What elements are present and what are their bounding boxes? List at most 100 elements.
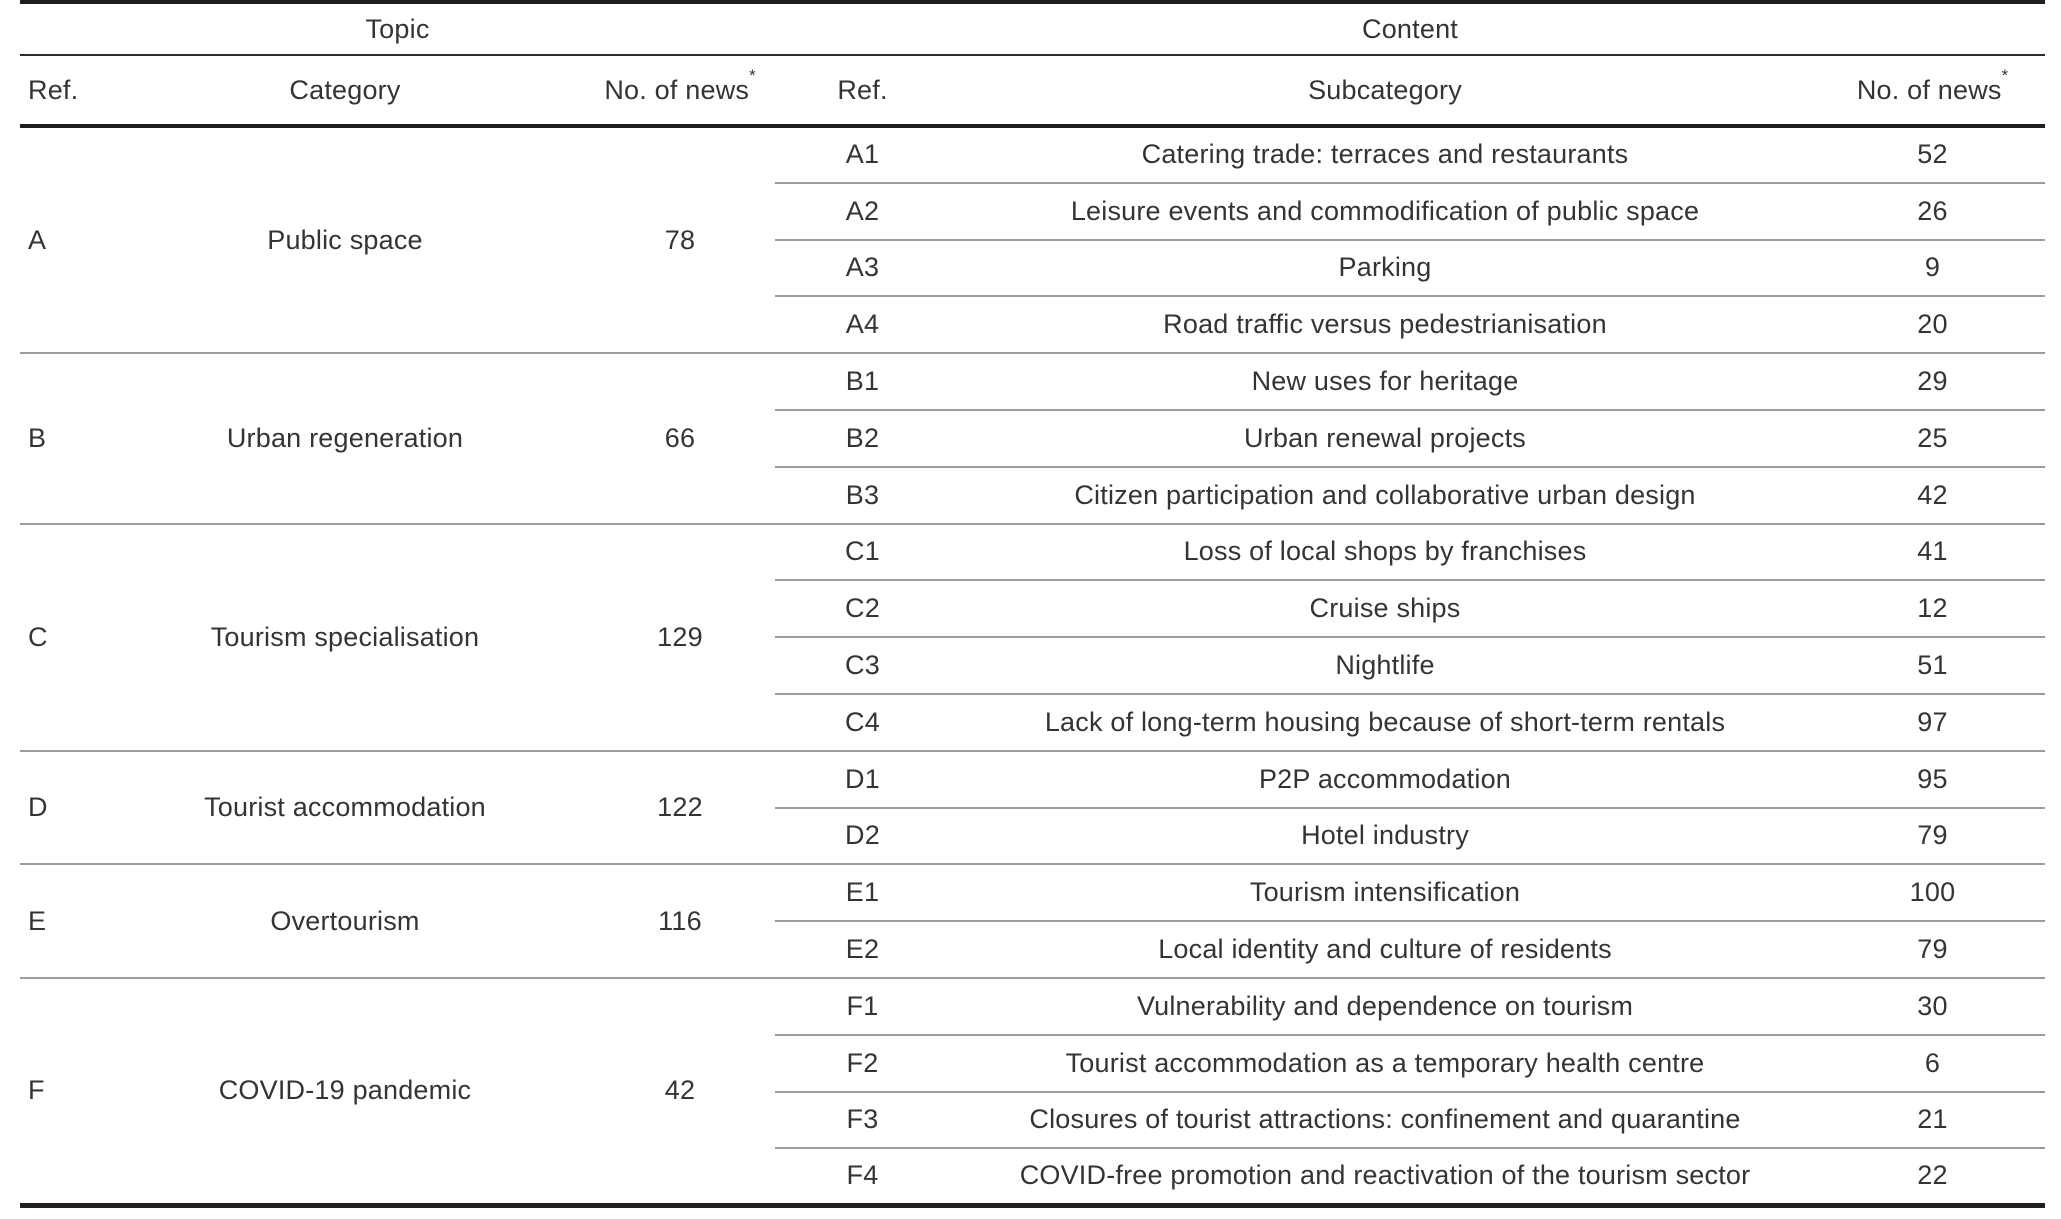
subcategory-header: Subcategory <box>950 55 1820 128</box>
subref-cell: A4 <box>775 295 950 354</box>
subcategory-cell: Tourist accommodation as a temporary hea… <box>950 1033 1820 1092</box>
subref-cell: E2 <box>775 920 950 978</box>
table-row: F2 Tourist accommodation as a temporary h… <box>20 1033 2046 1092</box>
subcategory-cell: Road traffic versus pedestrianisation <box>950 295 1820 354</box>
subref-cell: E1 <box>775 863 950 922</box>
subcategory-cell: Lack of long-term housing because of sho… <box>950 692 1820 751</box>
subcount-cell: 41 <box>1820 522 2046 581</box>
table-row: C4 Lack of long-term housing because of s… <box>20 692 2046 751</box>
topic-count-cell: 78 <box>585 124 775 354</box>
subcount-cell: 52 <box>1820 125 2046 183</box>
subref-cell: C4 <box>775 692 950 751</box>
subcount-cell: 95 <box>1820 749 2046 808</box>
table-row: F4 COVID-free promotion and reactivation … <box>20 1147 2046 1206</box>
table-header: Topic Content Ref. Category No. of news*… <box>20 2 2046 128</box>
table-row: A2 Leisure events and commodification of … <box>20 181 2046 240</box>
subcount-cell: 79 <box>1820 806 2046 865</box>
topic-group-header: Topic <box>20 2 775 56</box>
category-cell: Overtourism <box>105 863 585 978</box>
table-row: A Public space 78 A1 Catering trade: terrace… <box>20 124 2046 354</box>
table-row: E Overtourism 116 E1 Tourism intensification… <box>20 863 2046 978</box>
table-row: C Tourism specialisation 129 C1 Loss of loca… <box>20 522 2046 751</box>
topic-ref-cell: D <box>20 749 105 865</box>
subcount-cell: 22 <box>1820 1147 2046 1206</box>
topic-ref-cell: A <box>20 124 105 354</box>
subcount-cell: 30 <box>1820 976 2046 1035</box>
table-row: C2 Cruise ships 12 <box>20 579 2046 638</box>
subcount-cell: 79 <box>1820 920 2046 978</box>
category-header: Category <box>105 55 585 128</box>
table-row: D2 Hotel industry 79 <box>20 806 2046 865</box>
subref-cell: A2 <box>775 181 950 240</box>
topic-count-header-label: No. of news <box>604 75 750 105</box>
news-categories-table: Topic Content Ref. Category No. of news*… <box>20 0 2046 1208</box>
subref-cell: B3 <box>775 465 950 524</box>
subcategory-cell: P2P accommodation <box>950 749 1820 808</box>
subcount-cell: 42 <box>1820 465 2046 524</box>
subcategory-cell: Nightlife <box>950 636 1820 694</box>
subref-cell: C2 <box>775 579 950 638</box>
topic-ref-cell: B <box>20 352 105 524</box>
subcategory-cell: New uses for heritage <box>950 352 1820 410</box>
table-row: F3 Closures of tourist attractions: confi… <box>20 1090 2046 1149</box>
content-ref-header: Ref. <box>775 55 950 128</box>
subcount-cell: 51 <box>1820 636 2046 694</box>
subcategory-cell: Loss of local shops by franchises <box>950 522 1820 581</box>
topic-count-cell: 129 <box>585 522 775 751</box>
subcount-cell: 97 <box>1820 692 2046 751</box>
subcount-cell: 20 <box>1820 295 2046 354</box>
subcategory-cell: Hotel industry <box>950 806 1820 865</box>
subcount-cell: 26 <box>1820 181 2046 240</box>
group-header-row: Topic Content <box>20 2 2046 56</box>
table-row: A3 Parking 9 <box>20 238 2046 297</box>
content-count-header-label: No. of news <box>1856 75 2002 105</box>
topic-count-cell: 66 <box>585 352 775 524</box>
subcount-cell: 29 <box>1820 352 2046 410</box>
subcount-cell: 12 <box>1820 579 2046 638</box>
subref-cell: B2 <box>775 408 950 467</box>
subcategory-cell: Local identity and culture of residents <box>950 920 1820 978</box>
topic-count-cell: 116 <box>585 863 775 978</box>
subcategory-cell: Vulnerability and dependence on tourism <box>950 976 1820 1035</box>
category-cell: Tourist accommodation <box>105 749 585 865</box>
subref-cell: C3 <box>775 636 950 694</box>
topic-ref-cell: E <box>20 863 105 978</box>
table-row: E2 Local identity and culture of resident… <box>20 920 2046 978</box>
subref-cell: F2 <box>775 1033 950 1092</box>
subcount-cell: 21 <box>1820 1090 2046 1149</box>
subcount-cell: 100 <box>1820 863 2046 922</box>
table-row: C3 Nightlife 51 <box>20 636 2046 694</box>
subref-cell: D2 <box>775 806 950 865</box>
subcategory-cell: Citizen participation and collaborative … <box>950 465 1820 524</box>
topic-ref-header: Ref. <box>20 55 105 128</box>
subcategory-cell: Cruise ships <box>950 579 1820 638</box>
subcount-cell: 9 <box>1820 238 2046 297</box>
asterisk-footnote-marker: * <box>2001 66 2009 86</box>
topic-count-cell: 122 <box>585 749 775 865</box>
subref-cell: A3 <box>775 238 950 297</box>
topic-count-cell: 42 <box>585 976 775 1206</box>
subref-cell: F3 <box>775 1090 950 1149</box>
table-row: A4 Road traffic versus pedestrianisation 2… <box>20 295 2046 354</box>
subref-cell: A1 <box>775 125 950 183</box>
subref-cell: F4 <box>775 1147 950 1206</box>
asterisk-footnote-marker: * <box>749 66 756 86</box>
topic-count-header: No. of news* <box>585 55 775 128</box>
subref-cell: D1 <box>775 749 950 808</box>
topic-ref-cell: C <box>20 522 105 751</box>
subcategory-cell: Closures of tourist attractions: confine… <box>950 1090 1820 1149</box>
subcategory-cell: Leisure events and commodification of pu… <box>950 181 1820 240</box>
topic-ref-cell: F <box>20 976 105 1206</box>
subcount-cell: 25 <box>1820 408 2046 467</box>
table-body: A Public space 78 A1 Catering trade: terrace… <box>20 124 2046 1206</box>
subcategory-cell: Urban renewal projects <box>950 408 1820 467</box>
subcategory-cell: COVID-free promotion and reactivation of… <box>950 1147 1820 1206</box>
category-cell: Urban regeneration <box>105 352 585 524</box>
table-row: B Urban regeneration 66 B1 New uses for heri… <box>20 352 2046 524</box>
table-row: D Tourist accommodation 122 D1 P2P accommoda… <box>20 749 2046 865</box>
subref-cell: C1 <box>775 522 950 581</box>
category-cell: Public space <box>105 124 585 354</box>
subref-cell: F1 <box>775 976 950 1035</box>
category-cell: COVID-19 pandemic <box>105 976 585 1206</box>
